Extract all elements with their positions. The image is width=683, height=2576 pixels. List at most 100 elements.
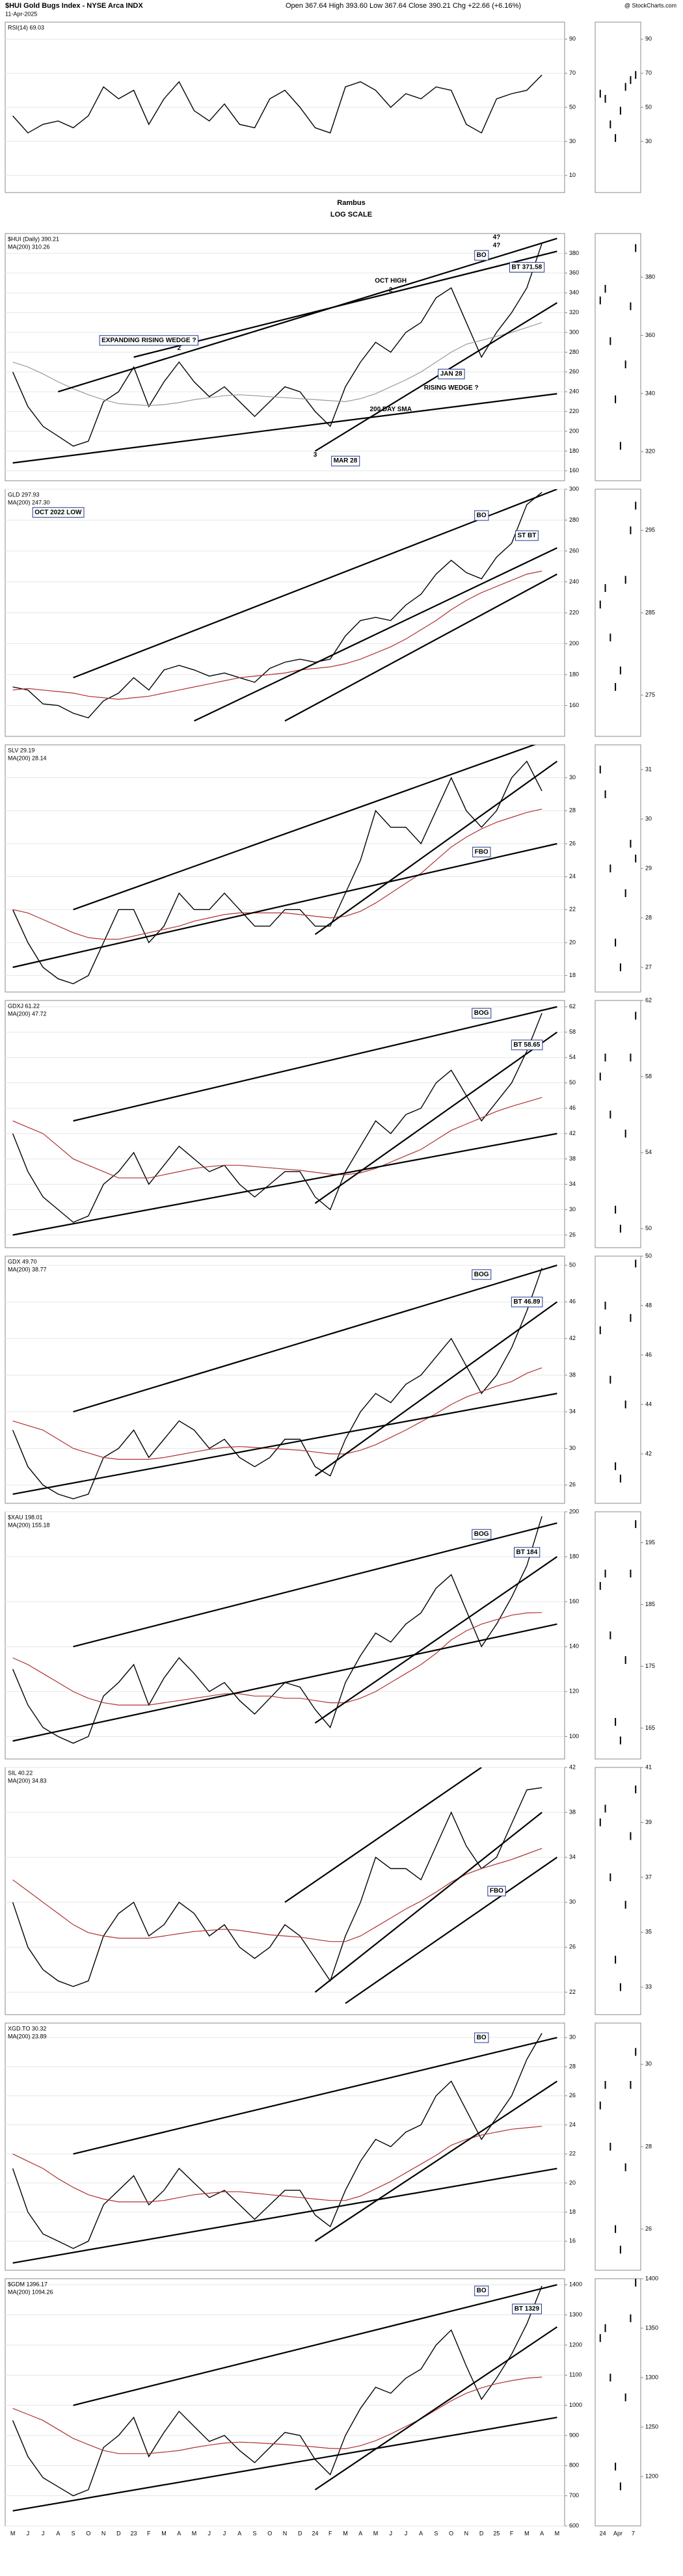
x-tick-label: S (434, 2530, 438, 2536)
panel-frame (5, 1255, 565, 1504)
annotation-box (474, 2032, 489, 2043)
inset-tick-label: 54 (645, 1149, 652, 1155)
x-tick-label: M (10, 2530, 16, 2536)
trendline (73, 2284, 557, 2406)
y-tick-label: 38 (569, 1808, 576, 1815)
x-tick-label: N (464, 2530, 469, 2536)
inset-tick-label: 58 (645, 1073, 652, 1079)
y-tick-label: 900 (569, 2432, 579, 2438)
y-tick-label: 26 (569, 840, 576, 846)
trendline (194, 547, 557, 722)
inset-frame (595, 744, 641, 993)
y-tick-label: 30 (569, 774, 576, 781)
y-tick-label: 42 (569, 1335, 576, 1341)
y-tick-label: 20 (569, 2179, 576, 2186)
annotation-box (515, 530, 539, 541)
y-tick-label: 180 (569, 671, 579, 677)
legend-label: GDX 49.70 (8, 1258, 37, 1265)
x-tick-label: A (56, 2530, 60, 2536)
inset-tick-label: 31 (645, 766, 652, 772)
y-tick-label: 380 (569, 250, 579, 256)
y-tick-label: 800 (569, 2462, 579, 2469)
x-tick-label: F (147, 2530, 151, 2536)
x-tick-label: O (449, 2530, 453, 2536)
y-tick-label: 320 (569, 309, 579, 315)
x-tick-label: J (389, 2530, 392, 2536)
trendline (314, 2326, 557, 2491)
trendline (314, 760, 558, 935)
ma-line (12, 2376, 542, 2454)
inset-tick-label: 275 (645, 691, 655, 698)
ma-line (12, 1847, 542, 1942)
inset-frame (595, 489, 641, 737)
y-tick-label: 160 (569, 702, 579, 708)
inset-x-label: 7 (632, 2530, 635, 2536)
inset-tick-label: 29 (645, 865, 652, 871)
inset-x-label: Apr (613, 2530, 623, 2536)
x-tick-label: A (358, 2530, 362, 2536)
panel-frame (5, 2278, 565, 2527)
annotation: BOG (474, 1271, 489, 1278)
annotation-box (472, 1529, 492, 1540)
ma-line (12, 1367, 542, 1460)
y-tick-label: 200 (569, 427, 579, 434)
y-tick-label: 280 (569, 349, 579, 355)
trendline (12, 393, 557, 464)
ma-line (12, 570, 542, 700)
y-tick-label: 50 (569, 1079, 576, 1086)
annotation: BOG (474, 1531, 489, 1538)
inset-tick-label: 90 (645, 36, 652, 42)
y-tick-label: 300 (569, 485, 579, 492)
x-tick-label: S (72, 2530, 75, 2536)
trendline (12, 842, 557, 969)
x-tick-label: M (373, 2530, 379, 2536)
y-tick-label: 16 (569, 2238, 576, 2244)
legend-label: MA(200) 1094.26 (8, 2288, 53, 2295)
annotation: BOG (474, 1010, 489, 1017)
annotation: 2 (389, 286, 393, 293)
trendline (12, 2167, 557, 2264)
inset-tick-label: 70 (645, 70, 652, 76)
inset-tick-label: 50 (645, 1252, 652, 1259)
inset-frame (595, 2022, 641, 2271)
annotation: JAN 28 (440, 370, 462, 377)
price-line (12, 1013, 542, 1223)
panel-frame (5, 1511, 565, 1760)
y-tick-label: 240 (569, 578, 579, 585)
y-tick-label: 22 (569, 1989, 576, 1995)
annotation: 3 (314, 451, 317, 459)
x-tick-label: S (253, 2530, 257, 2536)
inset-tick-label: 62 (645, 997, 652, 1003)
annotation-box (487, 1886, 506, 1897)
y-tick-label: 220 (569, 408, 579, 414)
ma-line (12, 2126, 542, 2203)
note: Rambus (337, 199, 365, 207)
trendline (12, 2417, 557, 2512)
trendline (284, 1767, 482, 1903)
annotation: RISING WEDGE ? (424, 384, 479, 392)
x-tick-label: F (328, 2530, 332, 2536)
y-tick-label: 180 (569, 1553, 579, 1559)
annotation: EXPANDING RISING WEDGE ? (101, 337, 196, 344)
y-tick-label: 24 (569, 2121, 576, 2128)
y-tick-label: 30 (569, 138, 576, 144)
y-tick-label: 1400 (569, 2281, 582, 2288)
panel-frame (5, 2022, 565, 2271)
inset-tick-label: 35 (645, 1929, 652, 1935)
y-tick-label: 160 (569, 467, 579, 474)
y-tick-label: 26 (569, 2092, 576, 2099)
y-tick-label: 26 (569, 1481, 576, 1488)
price-line (12, 1268, 542, 1499)
annotation: BT 184 (516, 1549, 537, 1556)
y-tick-label: 30 (569, 2034, 576, 2041)
y-tick-label: 180 (569, 448, 579, 454)
legend-label: RSI(14) 69.03 (8, 24, 44, 31)
legend-label: MA(200) 28.14 (8, 755, 47, 761)
y-tick-label: 18 (569, 2208, 576, 2215)
inset-tick-label: 1250 (645, 2423, 658, 2430)
x-tick-label: A (177, 2530, 181, 2536)
panel-frame (5, 1767, 565, 2015)
legend-label: GLD 297.93 (8, 491, 40, 498)
inset-frame (595, 233, 641, 481)
legend-label: MA(200) 155.18 (8, 1522, 50, 1528)
